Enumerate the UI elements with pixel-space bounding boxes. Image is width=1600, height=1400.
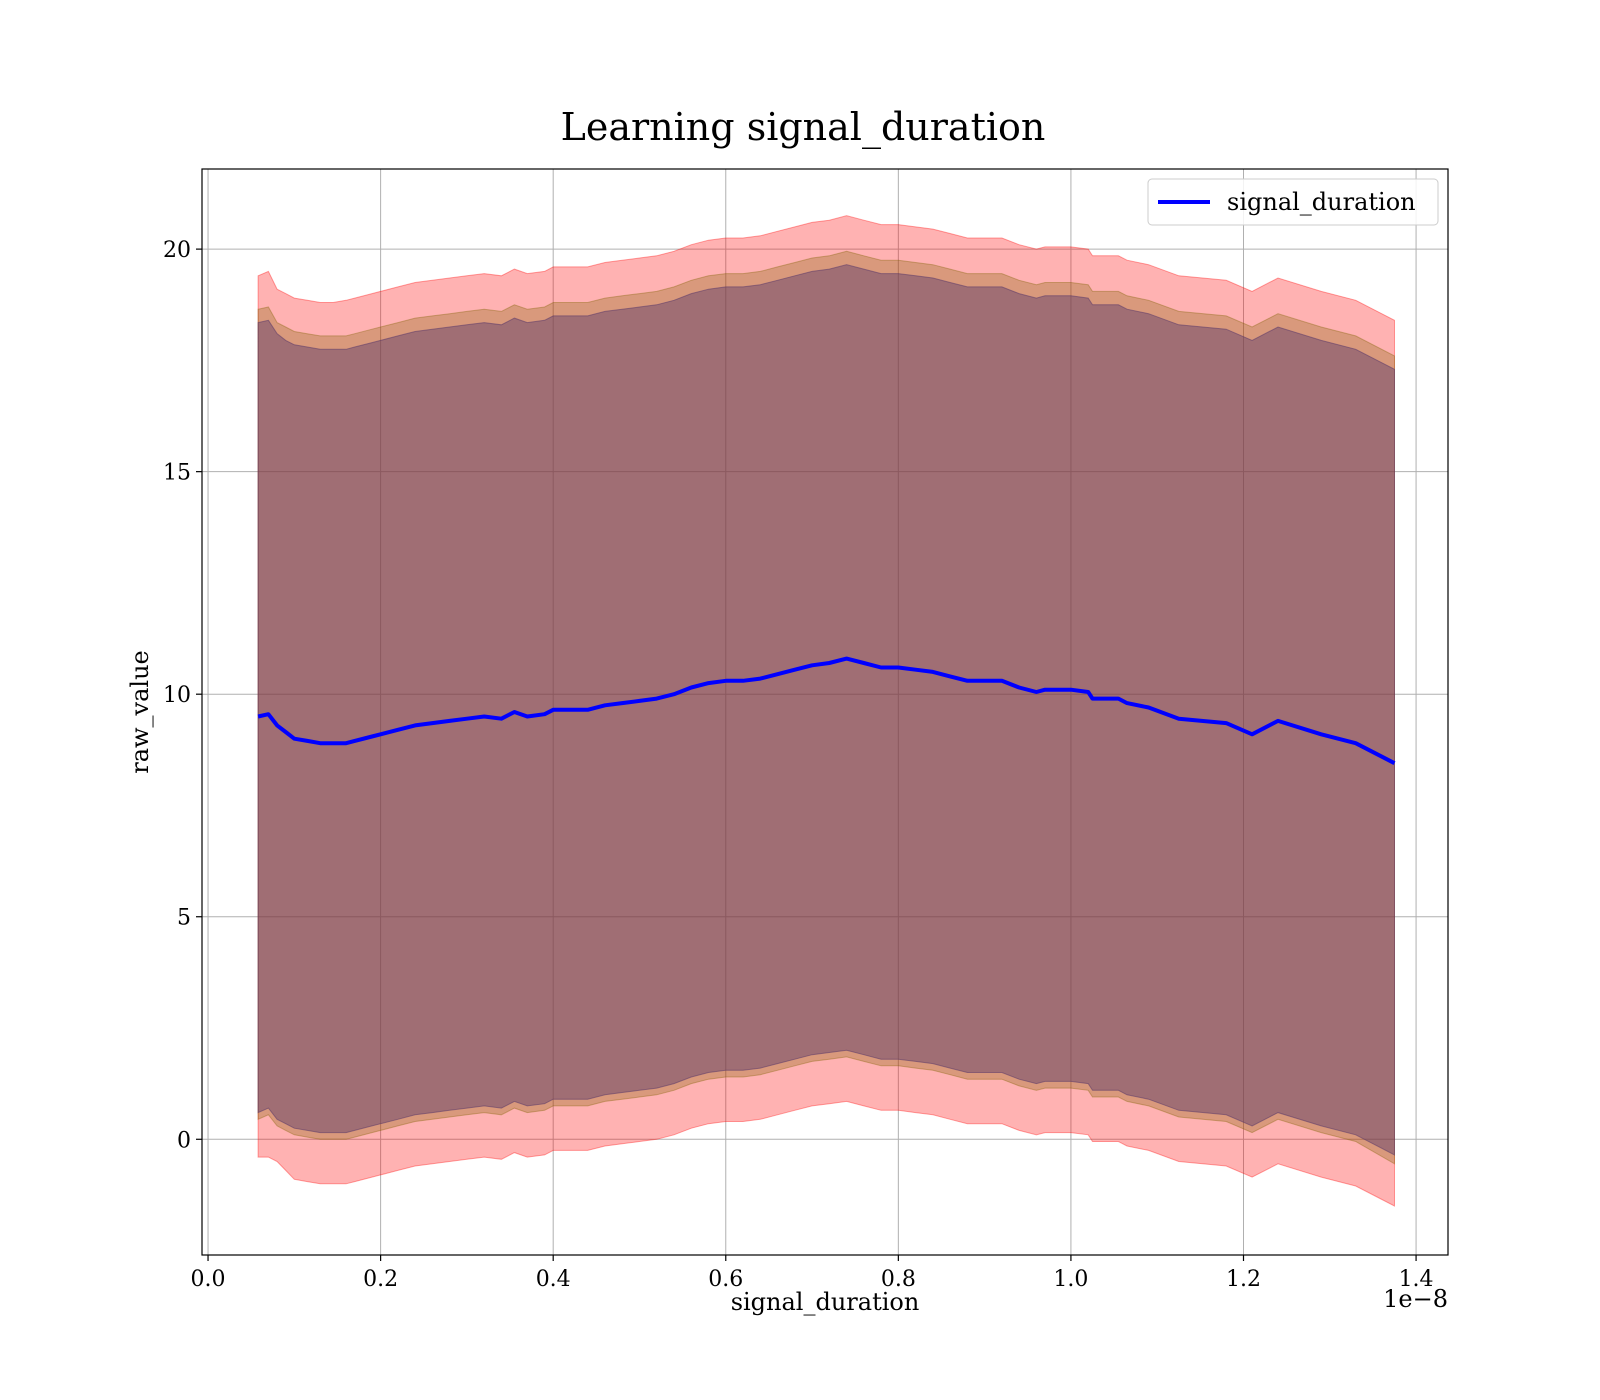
band-inner xyxy=(257,264,1395,1156)
x-tick-label: 0.8 xyxy=(881,1267,916,1292)
y-tick-label: 0 xyxy=(177,1128,191,1153)
chart-title: Learning signal_duration xyxy=(561,105,1046,150)
x-axis-scale-label: 1e−8 xyxy=(1383,1285,1448,1313)
x-tick-label: 0.2 xyxy=(363,1267,398,1292)
y-tick-label: 20 xyxy=(163,238,191,263)
x-tick-label: 1.2 xyxy=(1226,1267,1261,1292)
legend-entry-label: signal_duration xyxy=(1227,188,1416,216)
x-tick-label: 1.0 xyxy=(1053,1267,1088,1292)
y-tick-label: 15 xyxy=(163,461,191,486)
y-tick-label: 5 xyxy=(177,906,191,931)
y-tick-label: 10 xyxy=(163,683,191,708)
x-tick-label: 0.6 xyxy=(708,1267,743,1292)
series-line-signal_duration xyxy=(257,656,1396,765)
x-axis: 0.0 0.2 0.4 0.6 0.8 1.0 1.2 1.4 xyxy=(191,1255,1434,1292)
y-axis: 0 5 10 15 20 xyxy=(163,238,202,1153)
bands xyxy=(257,215,1395,1207)
legend-frame xyxy=(1147,178,1439,226)
x-tick-label: 1.4 xyxy=(1399,1267,1434,1292)
legend: signal_duration xyxy=(1147,178,1439,226)
x-tick-label: 0.0 xyxy=(191,1267,226,1292)
series-lines xyxy=(257,656,1396,765)
y-axis-label: raw_value xyxy=(126,650,154,774)
band-outer xyxy=(257,215,1395,1207)
x-axis-label: signal_duration xyxy=(731,1288,920,1316)
grid xyxy=(202,169,1448,1255)
band-middle xyxy=(257,250,1395,1165)
x-tick-label: 0.4 xyxy=(536,1267,571,1292)
plot-frame xyxy=(201,168,1449,1256)
